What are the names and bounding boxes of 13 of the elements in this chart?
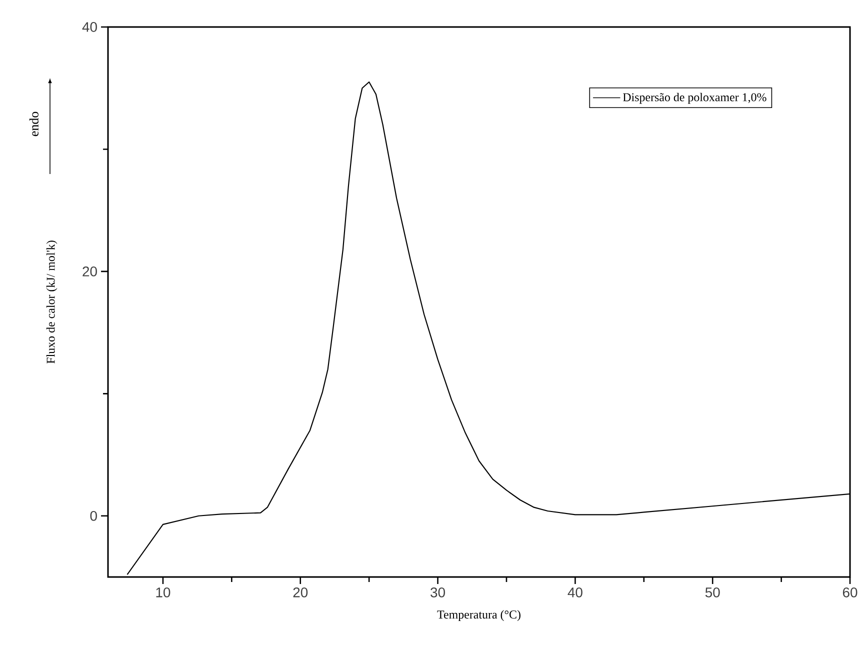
y-axis-title: Fluxo de calor (kJ/ mol'k) [46,240,58,364]
x-tick-label: 50 [705,587,720,598]
y-tick-label: 40 [82,22,97,32]
y-tick-label: 0 [90,510,97,521]
x-tick-label: 60 [842,587,858,598]
y-tick-label: 20 [82,266,97,276]
x-tick-label: 40 [568,587,582,598]
x-tick-label: 10 [156,587,170,598]
legend-label: Dispersão de poloxamer 1,0% [622,92,766,104]
text: endo [29,112,38,136]
x-tick-label: 30 [430,587,445,598]
x-axis-title: Temperatura (°C) [437,610,520,622]
x-tick-label: 20 [293,587,308,598]
